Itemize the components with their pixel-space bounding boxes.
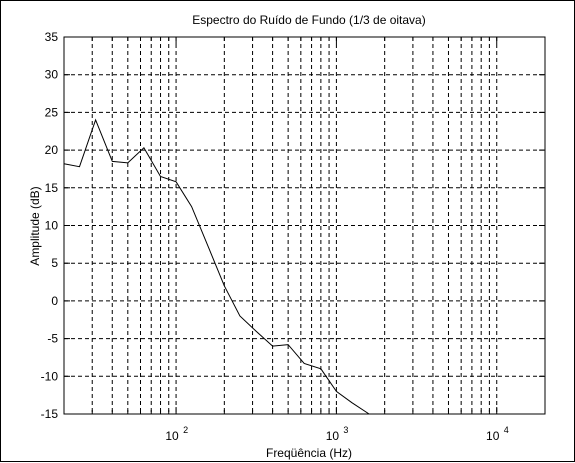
grid [64,37,545,414]
y-tick-label: 35 [45,30,59,44]
chart-title: Espectro do Ruído de Fundo (1/3 de oitav… [192,13,425,27]
y-tick-label: 0 [51,294,58,308]
series-line [63,118,370,415]
y-axis-label: Amplitude (dB) [28,186,42,265]
y-tick-label: 5 [51,256,58,270]
x-tick-exponent: 2 [183,425,188,435]
y-tick-label: 15 [45,181,59,195]
x-tick-label: 10 [165,429,179,443]
x-tick-label: 10 [326,429,340,443]
y-tick-label: 30 [45,68,59,82]
y-tick-label: 25 [45,105,59,119]
y-tick-label: 20 [45,143,59,157]
x-tick-label: 10 [486,429,500,443]
x-tick-exponent: 4 [504,425,509,435]
y-tick-label: -10 [41,369,59,383]
x-tick-exponent: 3 [343,425,348,435]
x-axis-label: Freqüência (Hz) [266,446,352,460]
y-tick-label: 10 [45,219,59,233]
y-tick-label: -15 [41,407,59,421]
y-tick-label: -5 [47,332,58,346]
series-group [63,118,370,415]
